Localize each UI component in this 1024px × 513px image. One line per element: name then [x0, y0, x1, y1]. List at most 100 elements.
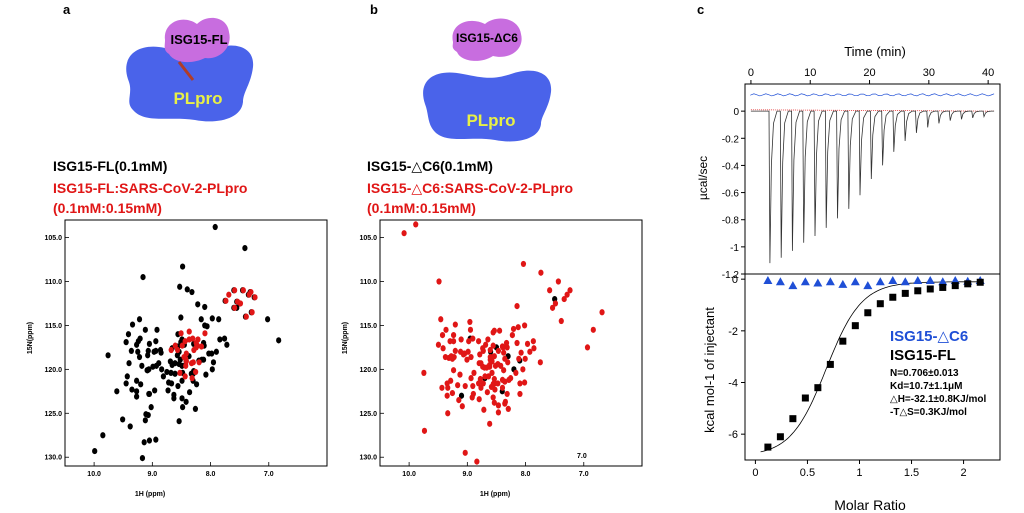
peak-point: [127, 423, 133, 430]
square-point: [851, 322, 859, 330]
square-point: [889, 293, 897, 301]
peak-point: [128, 347, 134, 355]
peak-point: [462, 449, 468, 456]
peak-point: [168, 346, 174, 354]
peak-point: [140, 274, 146, 281]
square-point: [789, 415, 797, 423]
peak-point: [514, 303, 520, 310]
peak-point: [467, 326, 474, 333]
square-point: [964, 280, 972, 288]
top-x-tick-label: 30: [923, 67, 935, 79]
peak-point: [175, 382, 181, 390]
peak-point: [129, 386, 135, 393]
peak-point: [192, 405, 199, 412]
peak-point: [150, 363, 156, 370]
y-tick-label: 105.0: [44, 235, 62, 242]
peak-point: [457, 371, 463, 378]
peak-point: [450, 331, 457, 339]
plpro-shape-b: [423, 70, 552, 142]
peak-point: [517, 390, 523, 398]
peak-point: [189, 288, 195, 296]
peak-point: [471, 369, 477, 376]
peak-point: [462, 382, 468, 390]
legend-red-b-2: (0.1mM:0.15mM): [367, 200, 476, 216]
x-axis-label: 1H (ppm): [480, 491, 510, 498]
peak-point: [561, 295, 567, 303]
peak-point: [443, 326, 449, 333]
peak-point: [123, 380, 129, 387]
peak-point: [232, 287, 238, 294]
x-tick-label: 7.0: [579, 471, 589, 478]
bottom-plot-frame: [744, 273, 1001, 461]
triangle-point: [950, 275, 960, 284]
peak-point: [232, 304, 238, 311]
peak-point: [179, 395, 185, 402]
peak-point: [456, 397, 462, 404]
peak-point: [180, 404, 186, 411]
panel-c-letter: c: [697, 2, 705, 17]
peak-point: [151, 348, 157, 355]
peak-point: [252, 294, 258, 301]
peak-point: [468, 375, 474, 382]
peak-point: [183, 398, 189, 405]
fit-curve: [760, 281, 984, 453]
peak-point: [172, 370, 178, 377]
peak-point: [186, 328, 192, 335]
peak-point: [125, 331, 132, 338]
peak-point: [518, 349, 524, 356]
peak-point: [481, 364, 488, 371]
peak-point: [226, 291, 232, 298]
peak-point: [514, 339, 520, 347]
peak-point: [547, 287, 553, 294]
peak-point: [440, 345, 446, 352]
peak-point: [464, 356, 470, 363]
control-trace: [749, 93, 995, 97]
peak-point: [452, 347, 458, 355]
isg15-c6-shape: [452, 18, 522, 61]
peak-point: [174, 352, 180, 359]
peak-point: [177, 283, 183, 290]
peak-point: [136, 316, 143, 323]
peak-point: [221, 335, 228, 342]
square-point: [776, 433, 784, 441]
peak-point: [537, 359, 543, 366]
param-kd: Kd=10.7±1.1μM: [890, 381, 962, 392]
peak-point: [466, 338, 472, 345]
top-y-tick-label: 0: [733, 107, 739, 118]
x-tick-label: 10.0: [402, 471, 416, 478]
peak-point: [491, 375, 497, 383]
peak-point: [242, 245, 248, 252]
peak-point: [224, 341, 230, 348]
y-axis-label: 15N(ppm): [342, 322, 349, 354]
triangle-point: [800, 277, 810, 286]
peak-point: [114, 388, 120, 395]
peak-point: [146, 340, 153, 347]
peak-point: [401, 230, 407, 237]
triangle-point: [863, 281, 873, 290]
y-tick-label: 110.0: [360, 279, 377, 286]
peak-point: [146, 390, 152, 398]
peak-point: [491, 327, 497, 334]
peak-point: [522, 322, 528, 329]
peak-point: [178, 330, 184, 337]
triangle-point: [775, 277, 785, 286]
peak-point: [555, 278, 561, 285]
bottom-x-tick-label: 0: [752, 467, 758, 479]
top-x-tick-label: 20: [863, 67, 875, 79]
peak-point: [447, 338, 453, 345]
legend-black-b: ISG15-△C6(0.1mM): [367, 158, 493, 174]
top-y-tick-label: -1: [730, 243, 739, 254]
peak-point: [513, 369, 519, 376]
peak-point: [485, 373, 492, 380]
peak-point: [590, 326, 596, 333]
peak-point: [436, 278, 442, 285]
peak-point: [564, 291, 570, 298]
peak-point: [183, 358, 189, 365]
peak-point: [156, 360, 162, 367]
legend-black-a: ISG15-FL(0.1mM): [53, 158, 168, 174]
peak-point: [143, 411, 149, 418]
y-tick-label: 105.0: [359, 235, 377, 242]
peak-point: [480, 347, 486, 355]
peak-point: [567, 287, 573, 294]
peak-point: [123, 339, 129, 346]
